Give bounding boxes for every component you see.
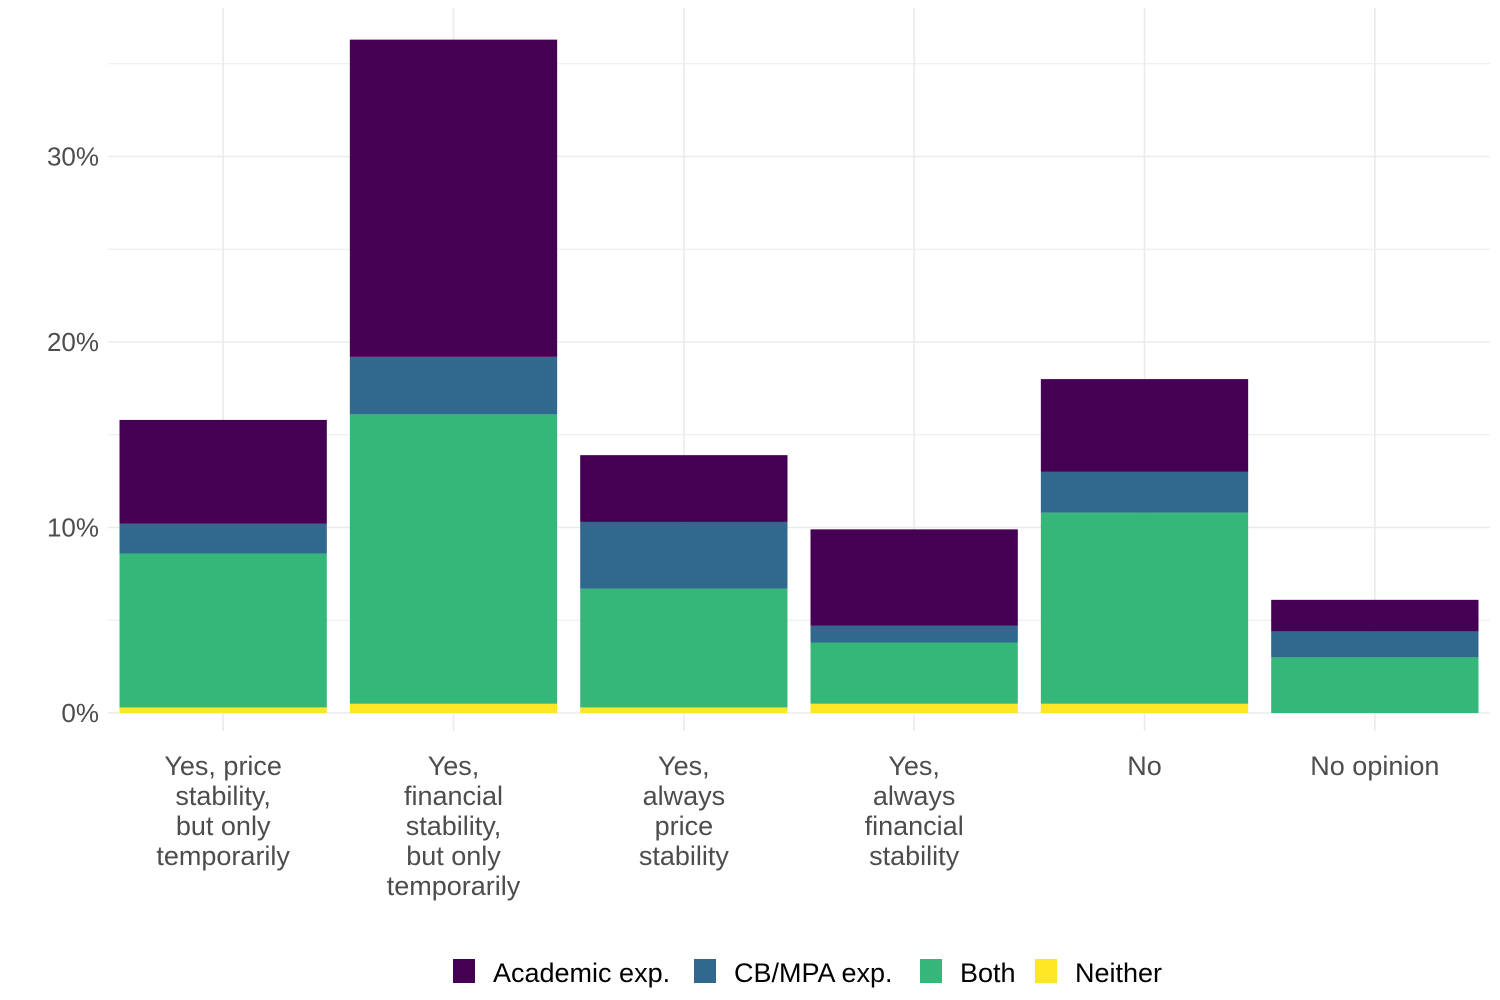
x-tick-label-0-line-0: Yes, price (164, 751, 282, 781)
x-tick-label-3-line-1: always (873, 781, 956, 811)
bar-cb-mpa-exp-3 (810, 625, 1018, 643)
legend-label-cb-mpa-exp: CB/MPA exp. (734, 958, 893, 988)
x-tick-label-2-line-0: Yes, (658, 751, 710, 781)
bar-both-5 (1271, 657, 1479, 713)
legend: Academic exp. CB/MPA exp. Both Neither (453, 958, 1162, 988)
x-tick-label-5-line-0: No opinion (1310, 751, 1439, 781)
legend-label-both: Both (960, 958, 1016, 988)
x-tick-label-2-line-1: always (643, 781, 726, 811)
bar-cb-mpa-exp-4 (1040, 471, 1249, 513)
y-tick-label-1: 10% (47, 513, 99, 543)
x-tick-label-1: Yes, financial stability, but only temporari… (387, 751, 521, 901)
y-axis: 0% 10% 20% 30% (47, 142, 99, 729)
x-tick-label-1-line-3: but only (406, 841, 501, 871)
bar-cb-mpa-exp-1 (349, 356, 558, 415)
x-tick-label-4-line-0: No (1127, 751, 1162, 781)
x-tick-label-0-line-3: temporarily (156, 841, 290, 871)
bars (119, 39, 1479, 713)
y-tick-label-3: 30% (47, 142, 99, 172)
y-tick-label-0: 0% (61, 698, 99, 728)
x-tick-label-1-line-0: Yes, (428, 751, 480, 781)
bar-cb-mpa-exp-2 (580, 521, 788, 589)
x-tick-label-3-line-0: Yes, (888, 751, 940, 781)
bar-both-0 (119, 553, 327, 708)
x-tick-label-5: No opinion (1310, 751, 1439, 781)
bar-neither-0 (119, 707, 327, 713)
legend-label-academic-exp: Academic exp. (493, 958, 670, 988)
bar-cb-mpa-exp-0 (119, 523, 327, 554)
x-tick-label-0-line-2: but only (176, 811, 271, 841)
x-tick-label-2: Yes, always price stability (639, 751, 730, 871)
legend-key-academic-exp (453, 959, 475, 983)
x-tick-label-0-line-1: stability, (175, 781, 271, 811)
bar-neither-2 (580, 707, 788, 713)
x-tick-label-2-line-3: stability (639, 841, 730, 871)
bar-academic-exp-2 (580, 455, 788, 522)
bar-both-1 (349, 414, 558, 704)
bar-academic-exp-0 (119, 419, 327, 524)
bar-academic-exp-4 (1040, 379, 1249, 472)
legend-label-neither: Neither (1075, 958, 1162, 988)
bar-academic-exp-1 (349, 39, 558, 357)
legend-key-neither (1035, 959, 1057, 983)
bar-both-2 (580, 588, 788, 708)
x-tick-label-1-line-4: temporarily (387, 871, 521, 901)
bar-both-3 (810, 642, 1018, 704)
x-tick-label-1-line-2: stability, (406, 811, 502, 841)
legend-key-both (920, 959, 942, 983)
x-tick-label-3-line-3: stability (869, 841, 960, 871)
bar-both-4 (1040, 512, 1249, 704)
x-tick-label-3-line-2: financial (865, 811, 964, 841)
y-tick-label-2: 20% (47, 327, 99, 357)
bar-cb-mpa-exp-5 (1271, 631, 1479, 658)
bar-neither-4 (1040, 703, 1249, 713)
bar-academic-exp-5 (1271, 599, 1479, 632)
legend-key-cb-mpa-exp (694, 959, 716, 983)
bar-academic-exp-3 (810, 529, 1018, 626)
x-tick-label-1-line-1: financial (404, 781, 503, 811)
x-tick-label-2-line-2: price (655, 811, 714, 841)
x-tick-label-3: Yes, always financial stability (865, 751, 964, 871)
x-tick-label-4: No (1127, 751, 1162, 781)
x-tick-label-0: Yes, price stability, but only temporarily (156, 751, 290, 871)
bar-neither-1 (349, 703, 558, 713)
bar-neither-3 (810, 703, 1018, 713)
x-axis: Yes, price stability, but only temporarilyY… (156, 751, 1439, 901)
